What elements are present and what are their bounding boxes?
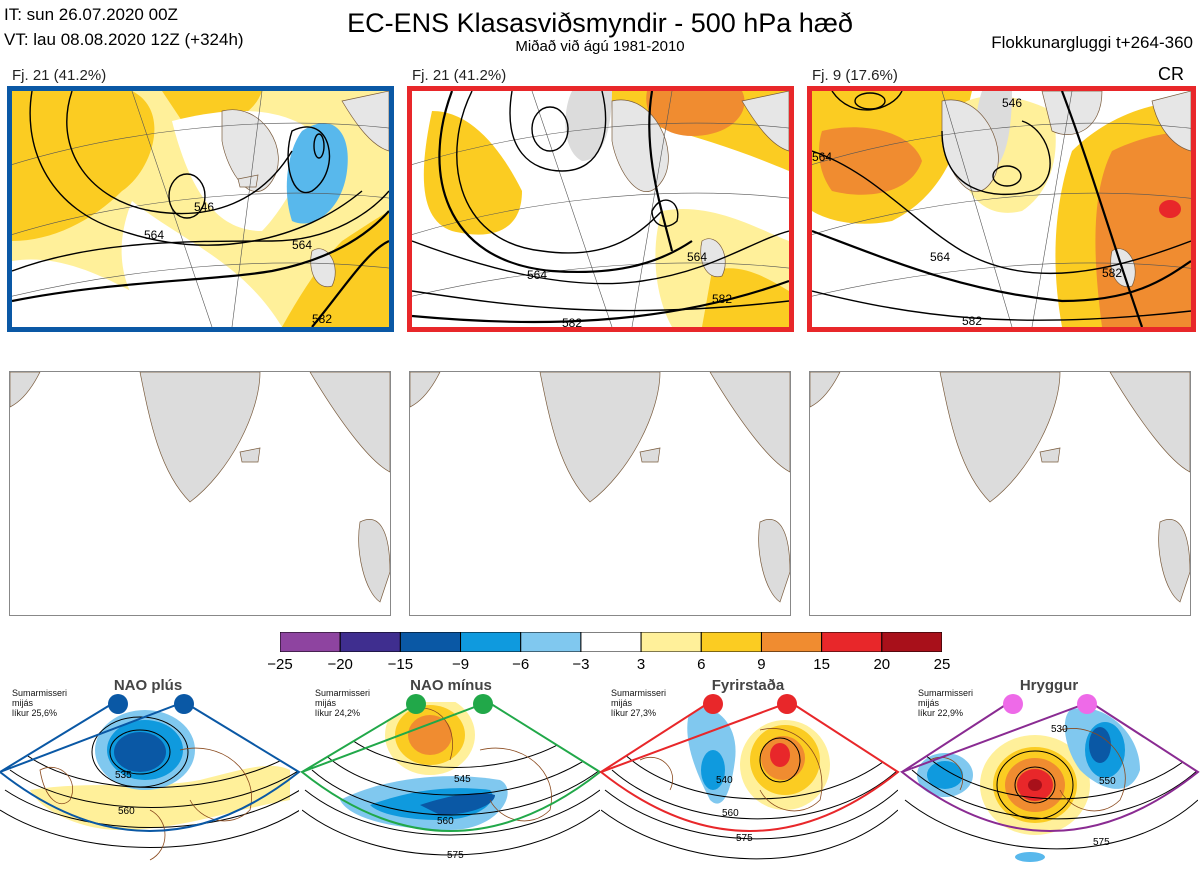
colorbar-swatch [700,631,762,653]
colorbar-tick-label: −9 [451,656,470,673]
land-map-3 [809,371,1191,616]
cluster-map-1: 564 546 564 582 [7,86,394,332]
init-time: IT: sun 26.07.2020 00Z [4,5,178,24]
regime-marker [174,694,194,714]
colorbar-tick-label: −3 [572,656,590,673]
page-subtitle: Miðað við ágú 1981-2010 [515,38,685,55]
regime-contour-label: 560 [722,808,739,819]
regime-marker [703,694,723,714]
regime-contour-label: 560 [437,816,454,827]
panel-1-label: Fj. 21 (41.2%) [12,67,107,84]
classification-window: Flokkunargluggi t+264-360 [991,33,1193,52]
colorbar-swatch [460,631,522,653]
contour-label: 564 [687,250,707,264]
panel-2-label: Fj. 21 (41.2%) [412,67,507,84]
regime-marker [777,694,797,714]
regime-title-3: Fyrirstaða [711,677,785,694]
colorbar-tick-label: 20 [873,656,891,673]
regime-note-4: Sumarmisseri mijás líkur 22,9% [918,688,974,718]
colorbar [279,631,943,653]
contour-label: 582 [562,316,582,327]
colorbar-tick-label: −25 [267,656,293,673]
regime-note-1: Sumarmisseri mijás líkur 25,6% [12,688,68,718]
contour-label: 564 [930,250,950,264]
contour-label: 582 [962,314,982,327]
land-map-1 [9,371,391,616]
cluster-map-2: 564 564 582 582 [407,86,794,332]
contour-label: 582 [312,312,332,326]
regime-note-3: Sumarmisseri mijás líkur 27,3% [611,688,667,718]
regime-note-2: Sumarmisseri mijás líkur 24,2% [315,688,371,718]
regime-contour-label: 540 [716,775,733,786]
contour-label: 546 [194,200,214,214]
contour-label: 546 [1002,96,1022,110]
colorbar-tick-label: −6 [512,656,530,673]
regime-marker [406,694,426,714]
regime-contour-label: 535 [115,770,132,781]
colorbar-swatch [640,631,702,653]
colorbar-tick-label: 9 [757,656,766,673]
contour-label: 582 [1102,266,1122,280]
regime-marker [1003,694,1023,714]
contour-label: 564 [812,150,832,164]
colorbar-swatch [580,631,642,653]
regime-contour-label: 530 [1051,724,1068,735]
contour-label: 564 [292,238,312,252]
regime-contour-label: 575 [1093,837,1110,848]
panel-3-label: Fj. 9 (17.6%) [812,67,898,84]
regime-title-4: Hryggur [1019,677,1079,694]
contour-label: 564 [527,268,547,282]
contour-label: 564 [144,228,164,242]
regime-contour-label: 560 [118,806,135,817]
regime-maps: 535 560 545 560 575 [0,690,1200,871]
contour-label: 582 [712,292,732,306]
colorbar-tick-label: 6 [697,656,706,673]
cluster-map-3: 564 546 564 582 582 [807,86,1196,332]
colorbar-swatch [279,631,341,653]
page-title: EC-ENS Klasasviðsmyndir - 500 hPa hæð [347,8,853,38]
colorbar-swatch [760,631,823,653]
colorbar-swatch [399,631,462,653]
colorbar-tick-label: 3 [636,656,646,673]
regime-contour-label: 575 [447,850,464,861]
colorbar-tick-label: 15 [813,656,830,673]
colorbar-tick-label: −20 [327,656,353,673]
regime-contour-label: 545 [454,774,471,785]
valid-time: VT: lau 08.08.2020 12Z (+324h) [4,30,244,49]
colorbar-swatch [339,631,401,653]
regime-marker [473,694,493,714]
land-map-2 [409,371,791,616]
colorbar-swatch [881,631,943,653]
colorbar-tick-label: 25 [933,656,951,673]
regime-marker [1077,694,1097,714]
regime-title-2: NAO mínus [410,677,492,694]
colorbar-tick-label: −15 [387,656,414,673]
regime-marker [108,694,128,714]
regime-contour-label: 550 [1099,776,1116,787]
colorbar-swatch [520,631,582,653]
regime-contour-label: 575 [736,833,753,844]
regime-title-1: NAO plús [113,677,183,694]
panel-3-tag: CR [1158,64,1184,84]
colorbar-swatch [821,631,883,653]
